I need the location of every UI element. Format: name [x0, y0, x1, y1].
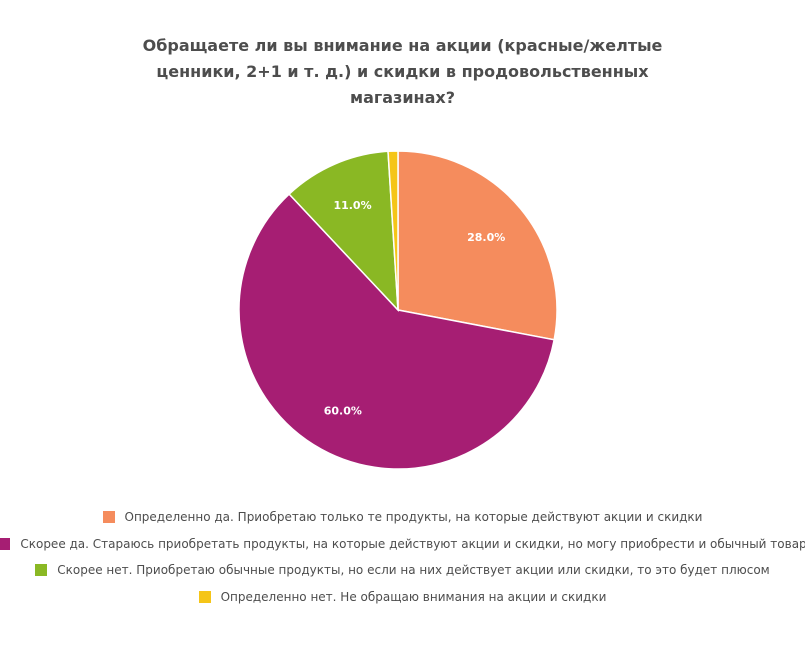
chart-title-line: магазинах?	[350, 88, 455, 107]
slice-value-label: 60.0%	[324, 404, 362, 417]
legend-item[interactable]: Определенно да. Приобретаю только те про…	[0, 504, 805, 531]
legend-swatch	[0, 537, 11, 550]
chart-title-line: ценники, 2+1 и т. д.) и скидки в продово…	[156, 62, 649, 81]
legend: Определенно да. Приобретаю только те про…	[0, 504, 805, 610]
pie-slice[interactable]	[387, 150, 399, 311]
pie-chart: 28.0% 60.0% 11.0%	[238, 150, 558, 470]
legend-swatch	[102, 511, 115, 524]
legend-label: Определенно да. Приобретаю только те про…	[124, 510, 703, 525]
chart-title: Обращаете ли вы внимание на акции (красн…	[120, 33, 685, 111]
chart-title-line: Обращаете ли вы внимание на акции (красн…	[142, 36, 663, 55]
legend-label: Скорее да. Стараюсь приобретать продукты…	[20, 536, 805, 551]
legend-label: Определенно нет. Не обращаю внимания на …	[220, 589, 607, 604]
legend-swatch	[35, 564, 48, 577]
legend-label: Скорее нет. Приобретаю обычные продукты,…	[57, 563, 770, 578]
legend-swatch	[198, 590, 211, 603]
legend-item[interactable]: Скорее да. Стараюсь приобретать продукты…	[0, 531, 805, 558]
slice-value-label: 28.0%	[467, 231, 505, 244]
slice-value-label: 11.0%	[333, 199, 371, 212]
legend-item[interactable]: Скорее нет. Приобретаю обычные продукты,…	[0, 557, 805, 584]
pie-slice[interactable]	[397, 150, 558, 341]
pie-slice[interactable]	[238, 193, 556, 470]
legend-item[interactable]: Определенно нет. Не обращаю внимания на …	[0, 584, 805, 611]
pie-slice[interactable]	[288, 150, 399, 313]
